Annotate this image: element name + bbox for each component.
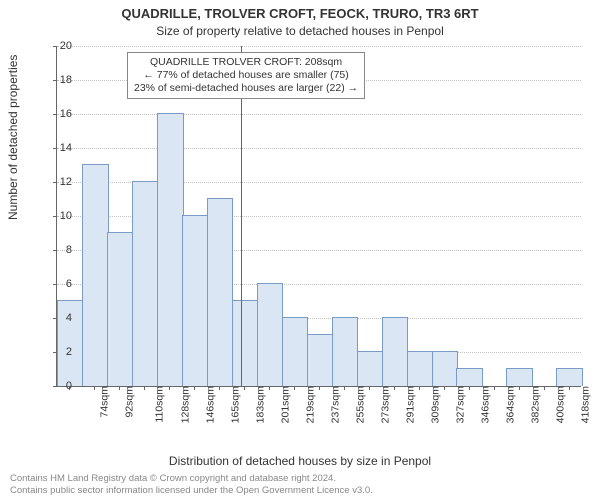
histogram-bar xyxy=(107,232,133,386)
x-tick-label: 400sqm xyxy=(554,386,566,423)
x-tick-label: 273sqm xyxy=(379,386,391,423)
histogram-bar xyxy=(332,317,358,386)
x-tick-mark xyxy=(569,386,570,390)
x-tick-label: 309sqm xyxy=(429,386,441,423)
x-tick-mark xyxy=(444,386,445,390)
x-tick-label: 219sqm xyxy=(304,386,316,423)
callout-line-2: ← 77% of detached houses are smaller (75… xyxy=(134,69,358,82)
y-tick-label: 16 xyxy=(42,108,72,120)
histogram-bar xyxy=(432,351,458,386)
histogram-bar xyxy=(382,317,408,386)
y-tick-label: 20 xyxy=(42,40,72,52)
x-tick-label: 327sqm xyxy=(454,386,466,423)
callout-line-1: QUADRILLE TROLVER CROFT: 208sqm xyxy=(134,56,358,69)
x-tick-label: 364sqm xyxy=(504,386,516,423)
histogram-bar xyxy=(556,368,582,386)
x-tick-mark xyxy=(94,386,95,390)
gridline-h xyxy=(57,46,581,47)
x-tick-mark xyxy=(344,386,345,390)
footer-line-1: Contains HM Land Registry data © Crown c… xyxy=(10,473,590,485)
chart-container: QUADRILLE, TROLVER CROFT, FEOCK, TRURO, … xyxy=(0,0,600,500)
y-tick-label: 10 xyxy=(42,210,72,222)
footer-attribution: Contains HM Land Registry data © Crown c… xyxy=(10,473,590,497)
y-tick-label: 8 xyxy=(42,244,72,256)
x-tick-label: 92sqm xyxy=(124,386,136,418)
x-tick-mark xyxy=(169,386,170,390)
x-tick-label: 255sqm xyxy=(354,386,366,423)
chart-subtitle: Size of property relative to detached ho… xyxy=(0,24,600,38)
gridline-h xyxy=(57,114,581,115)
histogram-bar xyxy=(282,317,308,386)
y-tick-label: 4 xyxy=(42,312,72,324)
x-tick-mark xyxy=(194,386,195,390)
x-tick-label: 201sqm xyxy=(280,386,292,423)
x-tick-mark xyxy=(369,386,370,390)
histogram-bar xyxy=(307,334,333,386)
histogram-bar xyxy=(407,351,433,386)
callout-box: QUADRILLE TROLVER CROFT: 208sqm← 77% of … xyxy=(127,52,365,99)
y-tick-label: 18 xyxy=(42,74,72,86)
plot-area: 74sqm92sqm110sqm128sqm146sqm165sqm183sqm… xyxy=(56,46,581,387)
y-axis-label: Number of detached properties xyxy=(6,55,20,220)
footer-line-2: Contains public sector information licen… xyxy=(10,485,590,497)
y-tick-label: 0 xyxy=(42,380,72,392)
x-tick-mark xyxy=(144,386,145,390)
histogram-bar xyxy=(82,164,108,386)
x-tick-label: 418sqm xyxy=(579,386,591,423)
x-tick-label: 146sqm xyxy=(205,386,217,423)
gridline-h xyxy=(57,148,581,149)
x-tick-mark xyxy=(269,386,270,390)
callout-line-3: 23% of semi-detached houses are larger (… xyxy=(134,82,358,95)
histogram-bar xyxy=(357,351,383,386)
x-tick-mark xyxy=(294,386,295,390)
x-tick-label: 237sqm xyxy=(329,386,341,423)
x-tick-mark xyxy=(494,386,495,390)
x-tick-mark xyxy=(419,386,420,390)
histogram-bar xyxy=(132,181,158,386)
x-tick-mark xyxy=(319,386,320,390)
histogram-bar xyxy=(257,283,283,386)
histogram-bar xyxy=(456,368,482,386)
x-tick-mark xyxy=(219,386,220,390)
x-tick-label: 346sqm xyxy=(479,386,491,423)
x-tick-mark xyxy=(394,386,395,390)
x-tick-label: 165sqm xyxy=(230,386,242,423)
chart-title: QUADRILLE, TROLVER CROFT, FEOCK, TRURO, … xyxy=(0,6,600,21)
x-tick-label: 110sqm xyxy=(154,386,166,423)
histogram-bar xyxy=(182,215,208,386)
histogram-bar xyxy=(157,113,183,386)
x-axis-label: Distribution of detached houses by size … xyxy=(0,454,600,468)
histogram-bar xyxy=(232,300,258,386)
x-tick-mark xyxy=(544,386,545,390)
x-tick-label: 382sqm xyxy=(529,386,541,423)
histogram-bar xyxy=(506,368,532,386)
x-tick-mark xyxy=(244,386,245,390)
y-tick-label: 12 xyxy=(42,176,72,188)
x-tick-mark xyxy=(519,386,520,390)
x-tick-label: 74sqm xyxy=(99,386,111,418)
histogram-bar xyxy=(207,198,233,386)
x-tick-mark xyxy=(119,386,120,390)
x-tick-label: 291sqm xyxy=(404,386,416,423)
x-tick-label: 183sqm xyxy=(255,386,267,423)
x-tick-mark xyxy=(469,386,470,390)
y-tick-label: 6 xyxy=(42,278,72,290)
y-tick-label: 2 xyxy=(42,346,72,358)
y-tick-label: 14 xyxy=(42,142,72,154)
x-tick-label: 128sqm xyxy=(180,386,192,423)
